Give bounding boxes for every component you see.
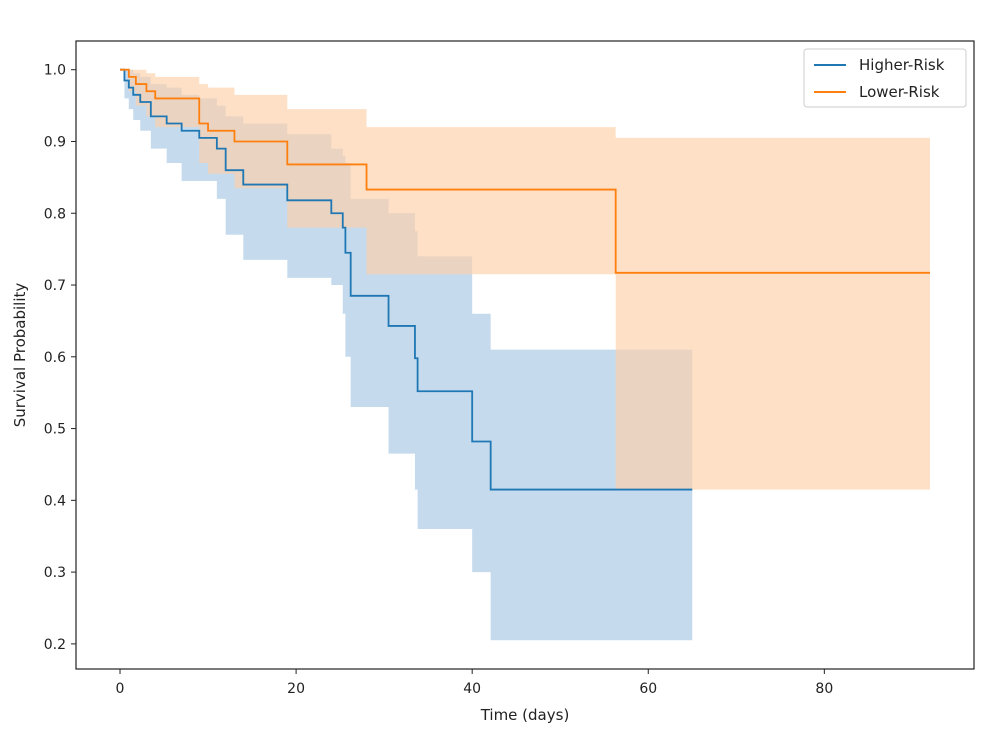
y-tick-label: 0.3 — [44, 565, 66, 581]
legend-label-lower-risk: Lower-Risk — [859, 83, 940, 101]
x-tick-label: 60 — [639, 681, 657, 697]
survival-lines — [120, 68, 930, 491]
survival-line-lower-risk — [120, 68, 930, 274]
x-tick-label: 20 — [287, 681, 305, 697]
x-tick-label: 40 — [463, 681, 481, 697]
y-tick-label: 0.6 — [44, 350, 66, 366]
legend: Higher-Risk Lower-Risk — [803, 48, 967, 108]
survival-line-higher-risk — [120, 68, 693, 491]
y-axis-ticks: 0.2 0.3 0.4 0.5 0.6 0.7 0.8 0.9 1.0 — [44, 63, 76, 653]
plot-frame — [75, 40, 975, 670]
y-tick-label: 0.7 — [44, 278, 66, 294]
x-axis-title: Time (days) — [480, 706, 570, 724]
x-tick-label: 80 — [815, 681, 833, 697]
confidence-band-lower-risk — [120, 69, 930, 490]
y-tick-label: 0.5 — [44, 422, 66, 438]
y-tick-label: 0.4 — [44, 493, 66, 509]
confidence-band-higher-risk — [120, 69, 693, 641]
legend-label-higher-risk: Higher-Risk — [859, 56, 945, 74]
y-tick-label: 0.8 — [44, 206, 66, 222]
confidence-bands — [120, 69, 930, 641]
y-tick-label: 1.0 — [44, 63, 66, 79]
x-axis-ticks: 0 20 40 60 80 — [116, 669, 833, 697]
x-tick-label: 0 — [116, 681, 125, 697]
y-tick-label: 0.9 — [44, 134, 66, 150]
y-tick-label: 0.2 — [44, 637, 66, 653]
y-axis-title: Survival Probability — [11, 283, 29, 428]
